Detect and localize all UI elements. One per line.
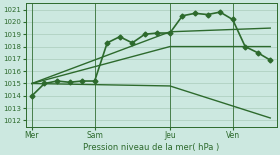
X-axis label: Pression niveau de la mer( hPa ): Pression niveau de la mer( hPa ) [83, 143, 219, 152]
